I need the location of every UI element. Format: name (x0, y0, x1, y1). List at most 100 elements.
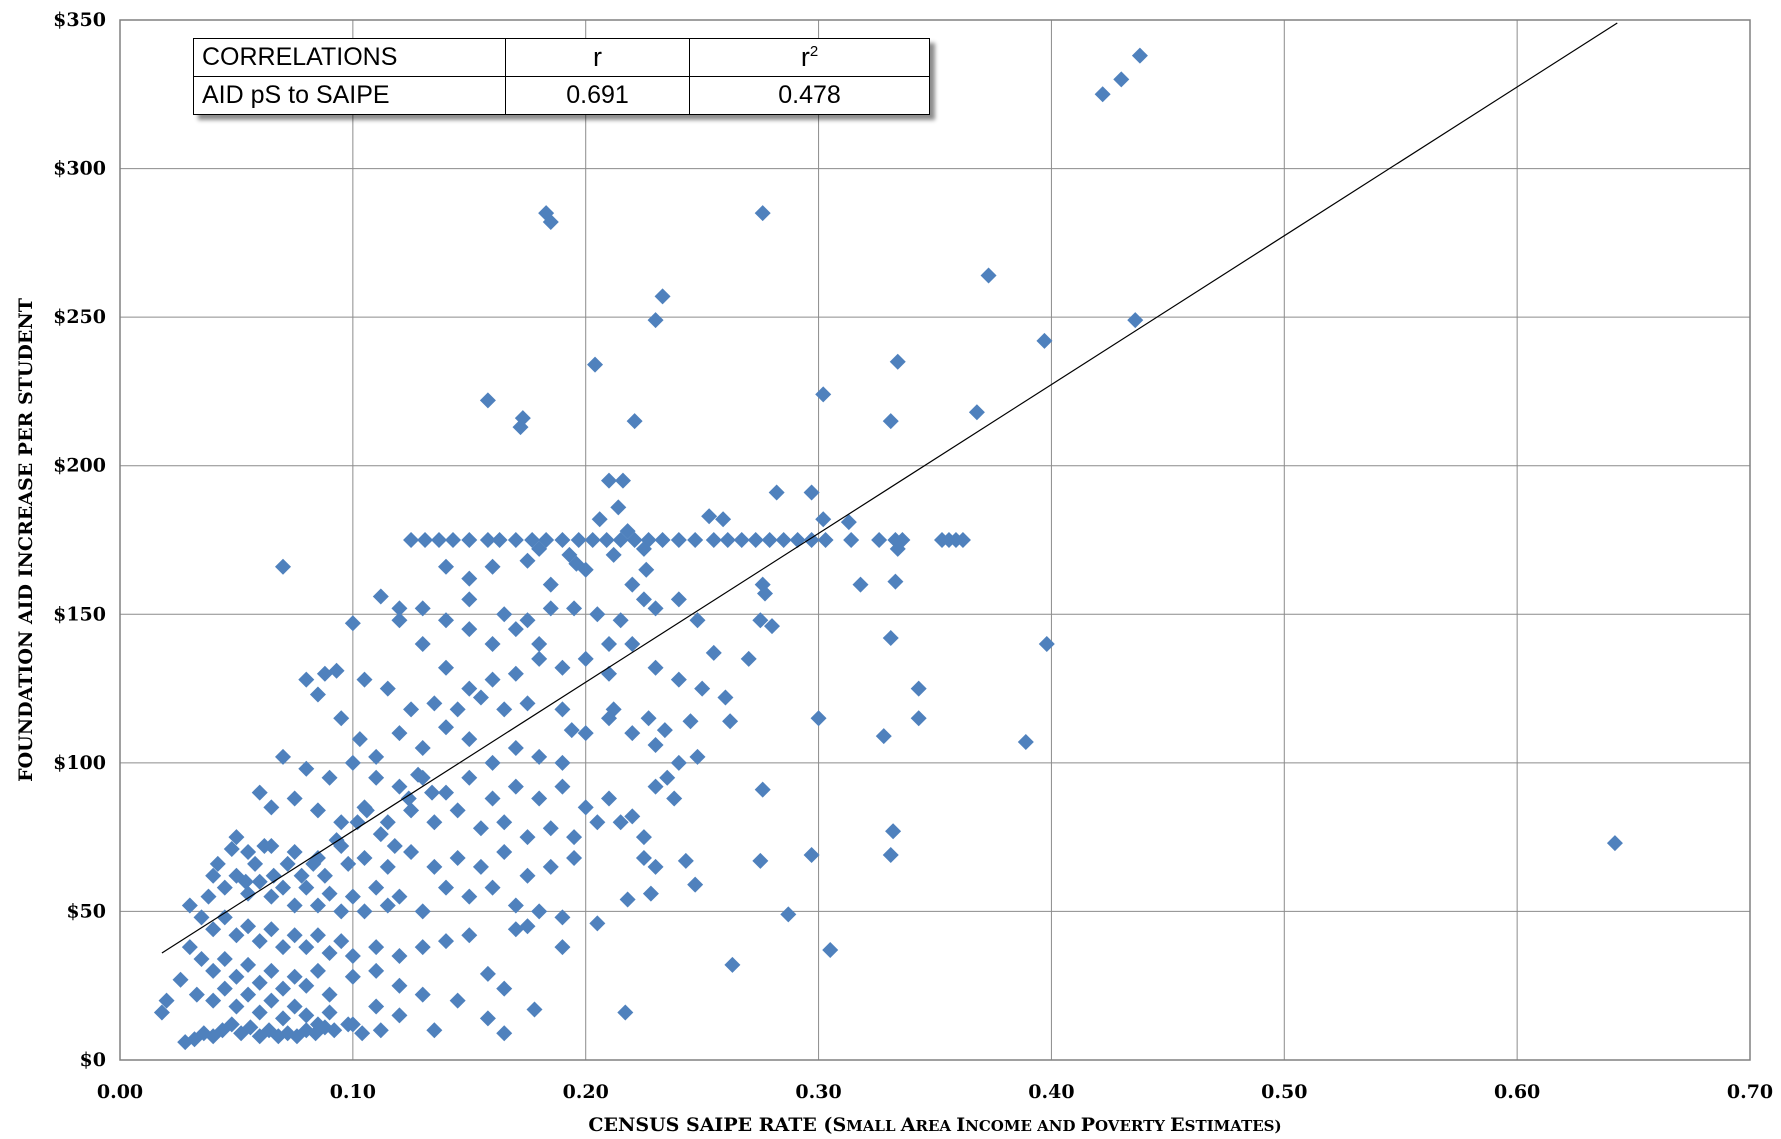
data-point (356, 849, 373, 866)
data-point (309, 927, 326, 944)
data-point (247, 855, 264, 872)
data-point (251, 933, 268, 950)
data-point (577, 561, 594, 578)
data-point (444, 532, 461, 548)
data-point (449, 802, 466, 819)
data-point (705, 532, 722, 548)
data-point (321, 769, 338, 786)
data-point (449, 992, 466, 1009)
data-point (601, 790, 617, 807)
data-point (484, 558, 501, 575)
data-point (351, 731, 368, 748)
data-point (733, 532, 750, 548)
data-point (1127, 312, 1144, 329)
data-point (647, 659, 664, 676)
data-point (205, 921, 222, 938)
x-axis-title-part: CENSUS SAIPE RATE ( (588, 1114, 832, 1136)
data-point (309, 897, 326, 914)
data-point (461, 591, 478, 608)
data-point (275, 980, 291, 997)
data-point (426, 814, 443, 831)
data-point (414, 903, 431, 920)
data-point (687, 876, 704, 893)
data-point (240, 918, 257, 935)
data-point (286, 790, 303, 807)
data-point (379, 680, 396, 697)
data-point (479, 1010, 496, 1027)
data-point (624, 725, 641, 742)
data-point (438, 879, 454, 896)
y-tick-label: $250 (53, 306, 106, 328)
data-point (333, 933, 350, 950)
data-point (242, 1019, 259, 1036)
x-axis-title-part: A (900, 1114, 916, 1136)
data-point (461, 621, 478, 638)
data-point (275, 1010, 291, 1027)
data-point (507, 778, 524, 795)
data-point (298, 671, 315, 688)
y-tick-label: $200 (53, 455, 106, 477)
x-axis-ticks: 0.00 0.10 0.20 0.30 0.40 0.50 0.60 0.70 (97, 1081, 1773, 1103)
data-point (340, 1016, 357, 1033)
data-point (531, 790, 548, 807)
data-point (554, 532, 571, 548)
data-point (333, 710, 350, 727)
data-point (298, 760, 315, 777)
x-axis-title-part: REA (915, 1117, 956, 1135)
data-point (286, 998, 303, 1015)
data-point (321, 885, 338, 902)
data-point (484, 754, 501, 771)
data-point (228, 968, 245, 985)
data-point (519, 695, 536, 712)
data-point (479, 965, 496, 982)
data-point (223, 841, 240, 858)
data-point (438, 558, 454, 575)
data-point (752, 852, 769, 869)
data-point (589, 814, 606, 831)
data-point (240, 956, 257, 973)
data-point (554, 939, 571, 956)
correlations-data-row: AID pS to SAIPE 0.691 0.478 (193, 76, 930, 115)
data-point (158, 992, 175, 1009)
data-point (263, 888, 280, 905)
data-point (205, 962, 222, 979)
data-point (251, 974, 268, 991)
data-point (507, 621, 524, 638)
data-point (647, 600, 664, 617)
data-point (1606, 835, 1623, 852)
data-point (647, 312, 664, 329)
data-point (768, 484, 785, 501)
data-point (205, 867, 222, 884)
data-point (601, 472, 617, 489)
data-point (654, 532, 671, 548)
data-point (640, 710, 657, 727)
data-point (817, 532, 834, 548)
data-point (188, 986, 205, 1003)
data-point (461, 927, 478, 944)
data-point (887, 573, 904, 590)
data-point (228, 998, 245, 1015)
data-point (715, 511, 732, 528)
data-point (321, 986, 338, 1003)
data-point (344, 968, 361, 985)
data-point (275, 558, 291, 575)
data-point (356, 903, 373, 920)
data-point (484, 671, 501, 688)
data-point (507, 665, 524, 682)
data-point (263, 921, 280, 938)
data-point (722, 713, 739, 730)
data-point (484, 790, 501, 807)
data-point (910, 710, 927, 727)
data-point (368, 879, 385, 896)
data-point (386, 838, 403, 855)
data-point (752, 612, 769, 629)
data-point (286, 968, 303, 985)
data-point (954, 532, 971, 548)
data-point (193, 950, 210, 967)
data-point (519, 867, 536, 884)
x-tick-label: 0.10 (330, 1081, 376, 1103)
data-point (391, 725, 408, 742)
data-point (512, 419, 529, 436)
r2-value: 0.478 (689, 76, 930, 115)
data-point (358, 802, 375, 819)
